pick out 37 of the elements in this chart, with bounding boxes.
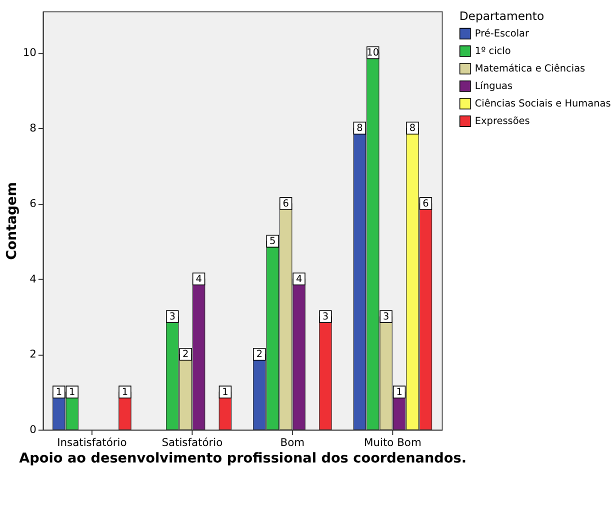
data-label: 6 (282, 198, 289, 210)
data-label: 1 (56, 386, 62, 398)
data-label: 1 (396, 386, 402, 398)
y-axis-title: Contagem (4, 182, 20, 260)
data-label: 4 (196, 274, 202, 285)
y-tick-label: 8 (30, 122, 37, 135)
legend-label: Expressões (474, 116, 530, 128)
data-label: 4 (296, 274, 302, 285)
data-label: 1 (122, 386, 128, 398)
data-label: 2 (256, 349, 263, 360)
y-tick-label: 0 (30, 423, 37, 436)
data-label: 3 (169, 312, 176, 323)
x-tick-label: Bom (280, 436, 305, 449)
legend-label: 1º ciclo (474, 46, 511, 58)
y-tick-label: 2 (30, 348, 36, 361)
x-axis-title: Apoio ao desenvolvimento profissional dos coordenandos. (19, 450, 467, 466)
data-label: 3 (322, 312, 329, 323)
data-label: 10 (366, 48, 380, 59)
legend-title: Departamento (459, 9, 544, 24)
data-label: 8 (356, 123, 363, 134)
data-label: 8 (409, 123, 416, 134)
data-label: 2 (182, 349, 189, 360)
data-label: 6 (422, 198, 429, 210)
data-label: 5 (270, 236, 276, 248)
x-tick-label: Satisfatório (162, 436, 223, 449)
legend-label: Ciências Sociais e Humanas (474, 98, 611, 110)
data-label: 1 (69, 386, 76, 398)
y-tick-label: 6 (30, 196, 37, 210)
legend-label: Pré-Escolar (474, 28, 530, 40)
x-tick-label: Insatisfatório (57, 436, 127, 449)
legend-label: Matemática e Ciências (474, 64, 586, 75)
legend-label: Línguas (474, 81, 513, 92)
x-tick-label: Muito Bom (364, 436, 422, 449)
data-label: 3 (382, 312, 390, 323)
y-tick-label: 10 (22, 46, 37, 60)
data-label: 1 (222, 386, 228, 398)
y-tick-label: 4 (30, 272, 37, 286)
